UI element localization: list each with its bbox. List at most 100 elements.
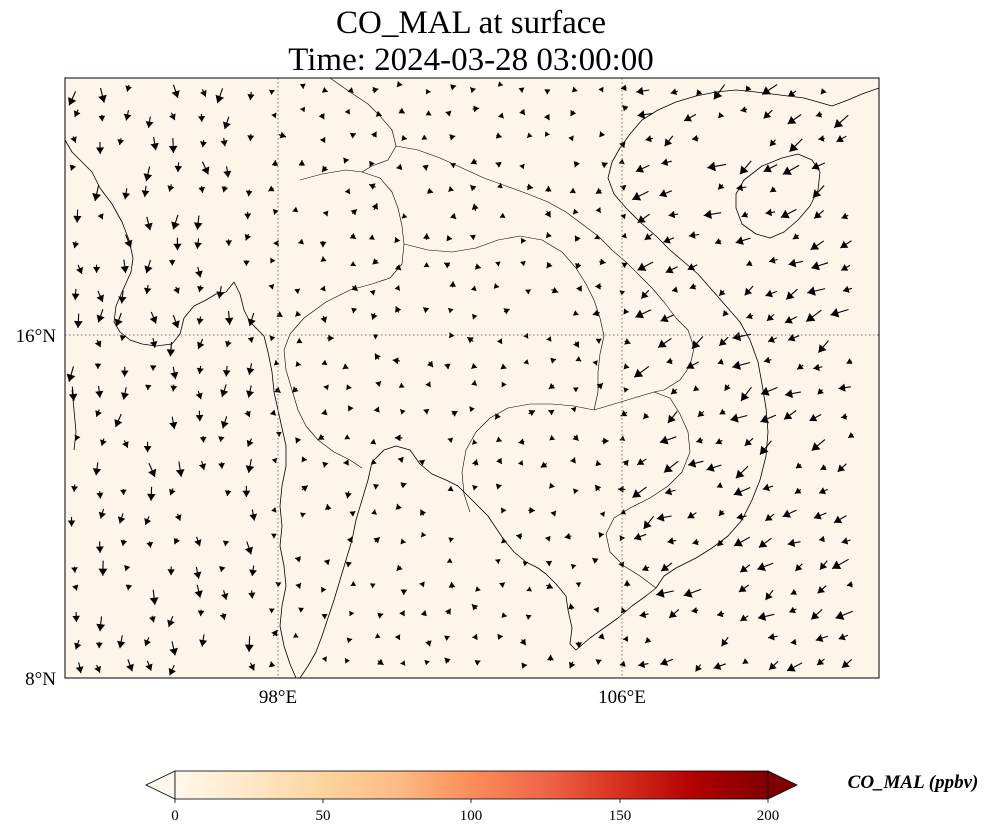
wind-vector-head (471, 380, 478, 386)
wind-vector-head (199, 639, 208, 647)
wind-vector-head (620, 509, 626, 515)
wind-vector-head (371, 131, 377, 138)
wind-vector-head (295, 556, 301, 563)
wind-vector-head (792, 233, 800, 240)
wind-vector-head (298, 607, 304, 613)
wind-vector-head (320, 316, 328, 323)
wind-vector-head (220, 389, 229, 397)
wind-vector-head (98, 511, 106, 519)
wind-vector-head (641, 291, 649, 299)
wind-vector-head (841, 212, 848, 220)
wind-vector-head (70, 136, 77, 143)
wind-vector-head (623, 387, 629, 393)
wind-vector-head (474, 660, 481, 666)
title-line-2: Time: 2024-03-28 03:00:00 (288, 42, 653, 78)
wind-vector-head (495, 261, 501, 267)
wind-vector-head (97, 213, 104, 220)
wind-vector-head (735, 469, 745, 479)
wind-vector-head (500, 363, 507, 370)
wind-vector-head (92, 468, 102, 476)
wind-vector-head (521, 662, 527, 669)
wind-vector-head (621, 262, 628, 269)
wind-vector-head (448, 186, 454, 192)
wind-vector-head (292, 386, 299, 393)
wind-vector-head (470, 87, 476, 94)
wind-vector-head (695, 664, 702, 672)
wind-vector-head (601, 162, 608, 169)
wind-vector-head (350, 209, 357, 216)
wind-vector-head (598, 86, 604, 93)
wind-vector-head (71, 486, 78, 492)
wind-vector-head (420, 610, 427, 617)
wind-vector-head (634, 368, 644, 378)
wind-vector-head (249, 513, 258, 521)
wind-vector-head (197, 341, 205, 349)
wind-vector-head (642, 564, 649, 572)
wind-vector-head (820, 88, 827, 95)
wind-vector-head (318, 113, 325, 120)
wind-vector-head (126, 663, 134, 672)
wind-vector-head (348, 405, 354, 412)
wind-vector-head (270, 257, 276, 264)
wind-vectors (66, 81, 855, 676)
wind-vector-head (300, 512, 306, 518)
wind-vector-head (501, 612, 507, 618)
wind-vector-head (746, 260, 753, 266)
wind-vector-head (841, 537, 849, 545)
wind-vector-head (375, 381, 381, 387)
wind-vector-head (499, 212, 506, 218)
wind-vector-head (846, 358, 853, 364)
wind-vector-head (323, 384, 329, 391)
wind-vector-head (760, 386, 770, 396)
wind-vector-head (814, 211, 822, 219)
wind-vector-head (444, 262, 451, 269)
wind-vector-head (741, 392, 750, 401)
wind-vector-head (718, 112, 725, 119)
wind-vector-head (95, 546, 104, 553)
wind-vector-head (295, 310, 302, 317)
wind-vector-head (398, 383, 405, 388)
wind-vector-head (402, 213, 408, 219)
wind-vector-head (576, 285, 582, 292)
wind-vector-head (733, 487, 743, 496)
wind-vector-head (225, 240, 233, 246)
wind-vector-head (527, 132, 533, 138)
wind-vector-head (809, 413, 818, 422)
wind-vector-head (168, 667, 176, 676)
wind-vector-head (319, 241, 327, 248)
wind-vector-head (788, 258, 797, 268)
wind-vector-head (373, 537, 380, 544)
wind-vector-head (119, 335, 126, 341)
wind-vector-head (550, 357, 556, 364)
wind-vector-head (718, 509, 725, 516)
wind-vector-head (599, 131, 606, 138)
wind-vector-head (114, 318, 123, 327)
wind-vector-head (497, 183, 503, 189)
wind-vector-head (575, 356, 582, 362)
wind-vector-head (450, 163, 456, 168)
border-cambodia-vietnam (593, 391, 691, 589)
wind-vector-head (92, 193, 101, 201)
wind-vector-head (656, 588, 665, 598)
wind-vector-head (301, 456, 307, 463)
wind-vector-head (145, 384, 152, 390)
wind-vector-head (395, 503, 402, 510)
wind-vector-head (592, 309, 599, 317)
wind-vector-head (173, 537, 180, 545)
wind-vector-head (665, 487, 673, 496)
wind-vector-head (471, 203, 479, 210)
wind-vector-head (471, 363, 478, 369)
wind-vector-head (495, 413, 501, 420)
wind-vector-head (346, 384, 352, 391)
wind-vector-head (623, 363, 630, 370)
wind-vector-head (841, 264, 849, 271)
wind-vector-head (425, 640, 432, 647)
wind-vector-head (345, 492, 352, 499)
wind-vector-head (632, 489, 642, 498)
wind-vector-head (149, 315, 158, 324)
wind-vector-head (501, 537, 507, 544)
wind-vector-head (545, 535, 551, 542)
wind-vector-head (519, 638, 526, 646)
wind-vector-head (811, 162, 820, 170)
wind-vector-head (296, 337, 303, 344)
